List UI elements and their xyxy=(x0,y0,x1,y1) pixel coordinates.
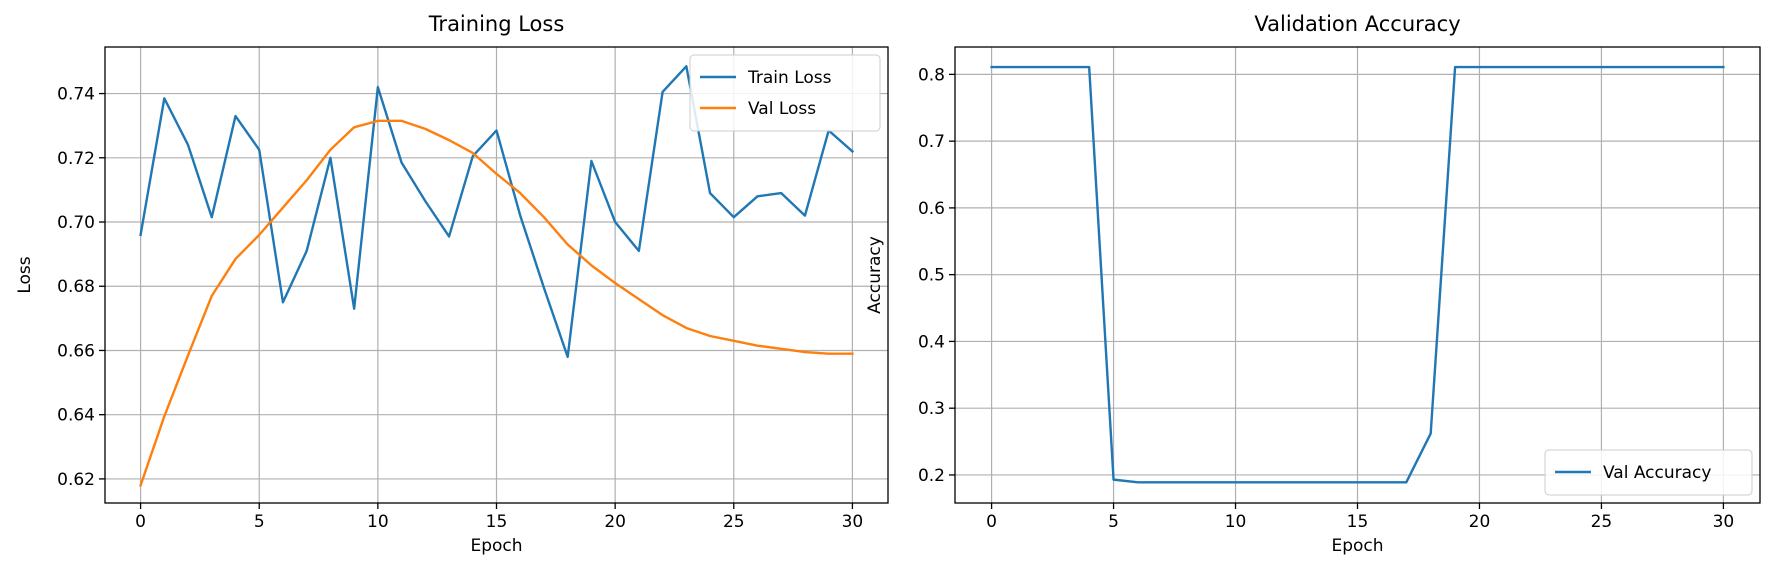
x-tick-label: 5 xyxy=(254,512,265,532)
y-tick-label: 0.2 xyxy=(918,466,945,486)
chart-panel-1: 0 5 10 15 20 25 30 0.62 0.64 0.66 0.68 0.70 0.72 0.74… xyxy=(15,12,889,556)
chart-title: Training Loss xyxy=(428,12,565,36)
x-tick-label: 0 xyxy=(135,512,146,532)
x-tick-label: 25 xyxy=(723,512,745,532)
series-line-val-loss xyxy=(139,119,854,487)
legend-label: Val Accuracy xyxy=(1603,463,1711,483)
series-line-val-accuracy xyxy=(990,65,1725,484)
legend-frame xyxy=(1544,449,1753,496)
y-tick-label: 0.7 xyxy=(918,132,945,152)
legend-frame xyxy=(689,54,881,132)
x-tick-label: 20 xyxy=(604,512,626,532)
chart-panel-2: 0 5 10 15 20 25 30 0.2 0.3 0.4 0.5 0.6 0.7 0.8 Validat… xyxy=(865,12,1761,556)
x-tick-label: 5 xyxy=(1108,512,1119,532)
y-tick-label: 0.6 xyxy=(918,199,945,219)
x-tick-label: 20 xyxy=(1469,512,1491,532)
series-line-train-loss xyxy=(139,65,855,359)
x-axis-label: Epoch xyxy=(470,536,522,556)
y-tick-label: 0.8 xyxy=(918,65,945,85)
x-tick-label: 10 xyxy=(1225,512,1247,532)
y-tick-label: 0.3 xyxy=(918,399,945,419)
y-tick-label: 0.4 xyxy=(918,332,945,352)
x-tick-label: 30 xyxy=(842,512,864,532)
x-tick-label: 30 xyxy=(1713,512,1735,532)
x-axis-label: Epoch xyxy=(1331,536,1383,556)
legend: Train Loss Val Loss xyxy=(689,54,881,132)
x-tick-label: 25 xyxy=(1591,512,1613,532)
y-tick-label: 0.72 xyxy=(57,149,95,169)
y-axis-label: Loss xyxy=(15,256,35,293)
y-axis-label: Accuracy xyxy=(865,236,885,314)
y-tick-label: 0.5 xyxy=(918,266,945,286)
chart-title: Validation Accuracy xyxy=(1254,12,1460,36)
y-tick-label: 0.74 xyxy=(57,85,95,105)
y-tick-label: 0.68 xyxy=(57,277,95,297)
y-tick-label: 0.64 xyxy=(57,406,95,426)
legend-label: Val Loss xyxy=(748,99,816,119)
y-tick-label: 0.66 xyxy=(57,341,95,361)
y-tick-label: 0.62 xyxy=(57,470,95,490)
x-tick-label: 15 xyxy=(486,512,508,532)
x-tick-label: 15 xyxy=(1347,512,1369,532)
x-tick-label: 0 xyxy=(986,512,997,532)
legend: Val Accuracy xyxy=(1544,449,1753,496)
x-tick-label: 10 xyxy=(367,512,389,532)
y-tick-label: 0.70 xyxy=(57,213,95,233)
legend-label: Train Loss xyxy=(747,68,832,88)
